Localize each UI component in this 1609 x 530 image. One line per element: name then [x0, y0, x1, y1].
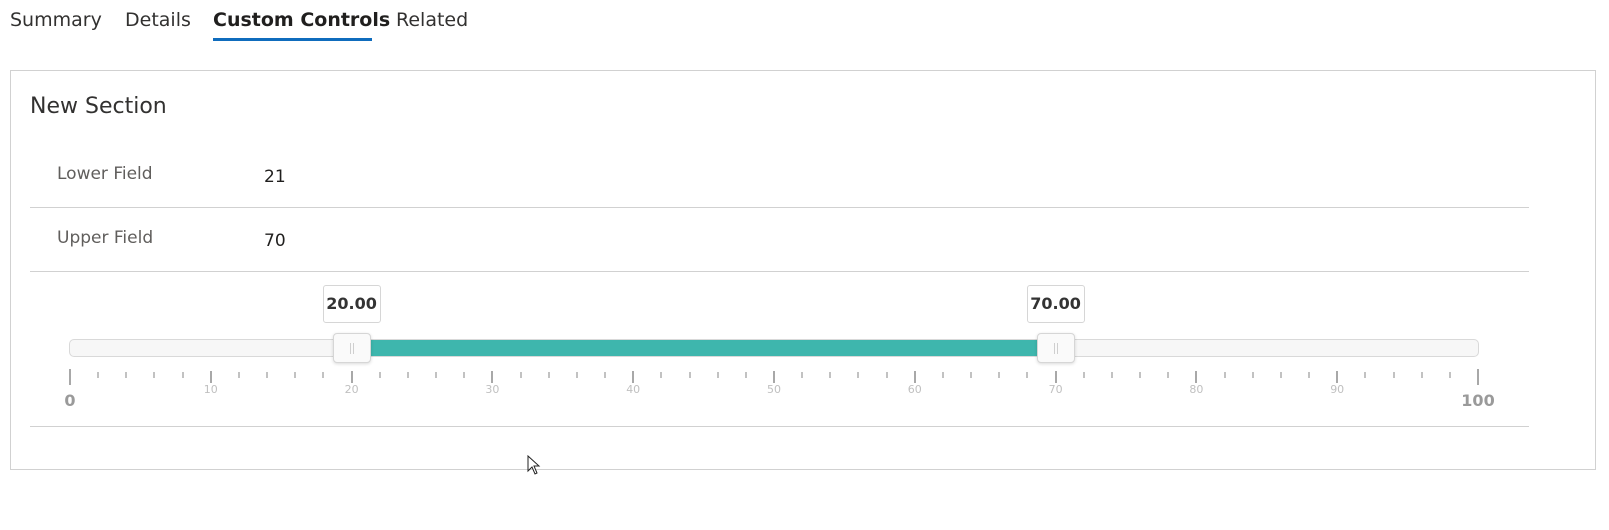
minor-tick: [294, 372, 297, 378]
major-tick: [350, 371, 353, 383]
minor-tick: [970, 372, 973, 378]
minor-tick: [153, 372, 156, 378]
tab-bar: Summary Details Custom Controls Related: [0, 0, 1609, 44]
major-tick: [632, 371, 635, 383]
minor-tick: [237, 372, 240, 378]
major-tick: [491, 371, 494, 383]
minor-tick: [801, 372, 804, 378]
tick-label: 20: [344, 383, 359, 396]
major-tick: [209, 371, 212, 383]
minor-tick: [744, 372, 747, 378]
minor-tick: [716, 372, 719, 378]
minor-tick: [435, 372, 438, 378]
minor-tick: [463, 372, 466, 378]
grip-icon: [349, 343, 354, 354]
major-tick: [773, 371, 775, 383]
lower-field-value[interactable]: 21: [264, 167, 286, 187]
minor-tick: [266, 372, 269, 378]
minor-tick: [1279, 372, 1282, 378]
minor-tick: [829, 372, 832, 378]
slider-selected-range: [351, 340, 1056, 356]
row-divider: [30, 207, 1529, 208]
minor-tick: [1167, 372, 1170, 378]
minor-tick: [857, 372, 860, 378]
range-slider: 20.00 70.00 0 10 20 30 40 50 60 70 80 90 100: [30, 273, 1529, 427]
tick-label: 30: [485, 383, 500, 396]
minor-tick: [406, 372, 409, 378]
minor-tick: [1223, 372, 1226, 378]
minor-tick: [1026, 372, 1029, 378]
tick-label: 80: [1189, 383, 1204, 396]
active-tab-indicator: [213, 38, 372, 41]
minor-tick: [1392, 372, 1395, 378]
minor-tick: [1110, 372, 1113, 378]
major-tick: [69, 369, 71, 385]
section-title: New Section: [30, 94, 167, 119]
lower-field-row: Lower Field 21: [30, 144, 1529, 208]
section-bottom-divider: [30, 426, 1529, 427]
tick-label: 50: [767, 383, 781, 396]
minor-tick: [1448, 372, 1451, 378]
minor-tick: [378, 372, 381, 378]
tick-label: 40: [626, 383, 641, 396]
minor-tick: [998, 372, 1001, 378]
minor-tick: [1420, 372, 1423, 378]
minor-tick: [660, 372, 663, 378]
tick-label: 10: [203, 383, 218, 396]
minor-tick: [1251, 372, 1254, 378]
minor-tick: [575, 372, 578, 378]
minor-tick: [125, 372, 128, 378]
minor-tick: [322, 372, 325, 378]
tab-details[interactable]: Details: [125, 9, 191, 31]
lower-value-tooltip: 20.00: [322, 285, 381, 323]
minor-tick: [1364, 372, 1367, 378]
tab-summary[interactable]: Summary: [10, 9, 102, 31]
tab-related[interactable]: Related: [396, 9, 469, 31]
major-tick: [1195, 371, 1198, 383]
minor-tick: [1139, 372, 1142, 378]
upper-field-value[interactable]: 70: [264, 231, 286, 251]
grip-icon: [1053, 343, 1058, 354]
tick-label: 70: [1048, 383, 1063, 396]
tick-label: 90: [1330, 383, 1345, 396]
minor-tick: [181, 372, 184, 378]
row-divider: [30, 271, 1529, 272]
tick-label: 60: [907, 383, 922, 396]
minor-tick: [547, 372, 550, 378]
minor-tick: [885, 372, 888, 378]
major-tick: [1336, 371, 1339, 383]
tick-label: 100: [1461, 391, 1495, 410]
upper-value-tooltip: 70.00: [1026, 285, 1085, 323]
minor-tick: [1082, 372, 1085, 378]
lower-slider-handle[interactable]: [332, 333, 371, 363]
tab-custom-controls[interactable]: Custom Controls: [213, 9, 391, 31]
minor-tick: [688, 372, 691, 378]
minor-tick: [604, 372, 607, 378]
minor-tick: [97, 372, 100, 378]
minor-tick: [519, 372, 522, 378]
minor-tick: [1308, 372, 1311, 378]
new-section: New Section Lower Field 21 Upper Field 7…: [10, 70, 1596, 470]
major-tick: [913, 371, 916, 383]
upper-slider-handle[interactable]: [1036, 333, 1075, 363]
arrow-cursor-icon: [527, 455, 541, 475]
lower-field-label: Lower Field: [57, 164, 153, 184]
upper-field-row: Upper Field 70: [30, 208, 1529, 272]
upper-field-label: Upper Field: [57, 228, 154, 248]
minor-tick: [941, 372, 944, 378]
major-tick: [1477, 369, 1479, 385]
major-tick: [1054, 371, 1057, 383]
tick-label: 0: [64, 391, 76, 410]
